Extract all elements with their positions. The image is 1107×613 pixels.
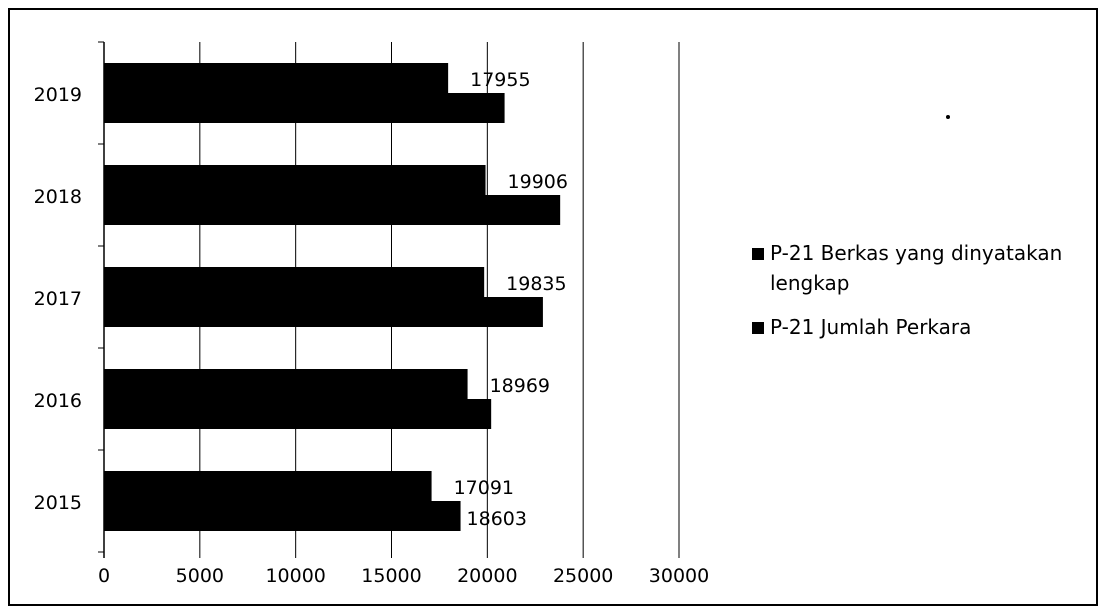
x-tick-label-4: 20000 [457,565,517,587]
bar-2017-series-1 [104,297,543,327]
bar-2019-series-0 [104,63,449,93]
y-tick-label-2018: 2018 [34,186,82,208]
bar-2015-series-0 [104,471,432,501]
bar-2016-series-0 [104,369,468,399]
legend: P-21 Berkas yang dinyatakan lengkap P-21… [752,238,1092,356]
x-tick-label-0: 0 [98,565,110,587]
y-tick-label-2019: 2019 [34,84,82,106]
bar-2015-series-1 [104,501,461,531]
y-tick-label-2016: 2016 [34,390,82,412]
stray-dot [946,115,950,119]
legend-label-berkas-lengkap: P-21 Berkas yang dinyatakan lengkap [770,241,1063,295]
y-tick-label-2015: 2015 [34,492,82,514]
data-label-2017-series-0: 19835 [506,273,566,295]
data-label-2019-series-0: 17955 [470,69,530,91]
data-label-2016-series-0: 18969 [490,375,550,397]
x-tick-label-2: 10000 [265,565,325,587]
y-tick-label-2017: 2017 [34,288,82,310]
legend-item-jumlah-perkara: P-21 Jumlah Perkara [752,312,1092,342]
x-tick-label-1: 5000 [176,565,224,587]
bar-2019-series-1 [104,93,505,123]
bar-2017-series-0 [104,267,485,297]
bar-2018-series-1 [104,195,561,225]
bar-2016-series-1 [104,399,492,429]
legend-swatch-berkas-lengkap [752,248,764,260]
legend-swatch-jumlah-perkara [752,322,764,334]
x-tick-label-3: 15000 [361,565,421,587]
data-label-2018-series-0: 19906 [508,171,568,193]
x-tick-label-5: 25000 [553,565,613,587]
legend-label-jumlah-perkara: P-21 Jumlah Perkara [770,315,972,339]
data-label-2015-series-1: 18603 [467,508,527,530]
x-tick-label-6: 30000 [649,565,709,587]
bar-2018-series-0 [104,165,486,195]
data-label-2015-series-0: 17091 [454,477,514,499]
legend-item-berkas-lengkap: P-21 Berkas yang dinyatakan lengkap [752,238,1092,298]
